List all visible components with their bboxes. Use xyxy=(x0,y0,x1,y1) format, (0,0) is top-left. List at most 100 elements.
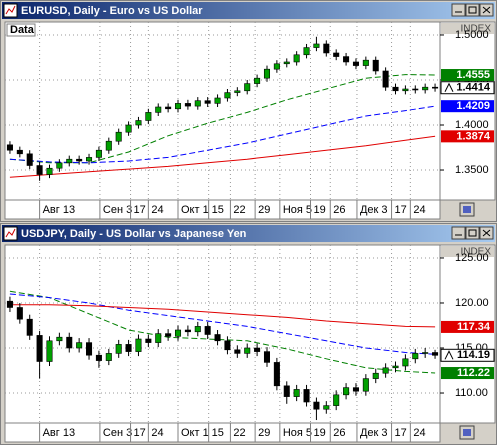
candle-body xyxy=(273,63,280,70)
axis-label: INDEX xyxy=(460,24,491,35)
window-button[interactable] xyxy=(451,226,466,240)
x-tick-label: 22 xyxy=(233,427,245,439)
axis-header xyxy=(441,23,494,34)
candle-body xyxy=(293,54,300,63)
window-button-icon xyxy=(468,6,477,14)
candle-body xyxy=(155,106,162,113)
moving-average-line xyxy=(9,293,436,355)
candle-body xyxy=(303,389,310,403)
candle-body xyxy=(352,387,359,392)
price-label-box xyxy=(441,130,494,143)
x-tick-label: Авг 13 xyxy=(43,204,75,216)
x-tick-label: 24 xyxy=(413,427,425,439)
candle-body xyxy=(214,334,221,342)
candle-body xyxy=(372,59,379,72)
corner-button-icon xyxy=(463,429,471,436)
candle-body xyxy=(125,124,132,133)
last-price-label: 114.19 xyxy=(457,349,490,361)
candle-body xyxy=(254,77,261,84)
candle-body xyxy=(333,52,340,57)
candle-body xyxy=(293,389,300,397)
candle-body xyxy=(86,157,93,162)
candle-body xyxy=(6,144,13,151)
candle-body xyxy=(135,338,142,352)
x-tick-label: Сен 3 xyxy=(103,427,132,439)
candle-body xyxy=(115,344,122,354)
x-tick-label: 17 xyxy=(134,204,146,216)
candle-body xyxy=(263,351,271,363)
x-tick-label: Окт 1 xyxy=(181,204,209,216)
x-tick-label: 24 xyxy=(151,427,163,439)
corner-button-icon xyxy=(463,206,471,213)
candle-body xyxy=(26,318,33,336)
candle-body xyxy=(273,362,280,387)
candle-body xyxy=(36,335,43,362)
candle-body xyxy=(214,97,221,104)
x-tick-label: Дек 3 xyxy=(360,204,388,216)
candle-body xyxy=(422,352,429,354)
x-tick-label: Авг 13 xyxy=(43,427,75,439)
window-button[interactable] xyxy=(451,3,466,17)
candle-body xyxy=(352,61,359,66)
last-price-icon xyxy=(444,350,454,360)
window-button[interactable] xyxy=(465,3,480,17)
candle-body xyxy=(323,405,330,410)
candle-body xyxy=(76,158,83,162)
moving-average-line xyxy=(9,105,436,164)
y-tick-label: 1.4000 xyxy=(455,119,489,131)
x-tick-label: 24 xyxy=(413,204,425,216)
window-button-icon xyxy=(468,229,477,237)
candle-body xyxy=(283,61,290,65)
data-tag-label: Data xyxy=(10,24,35,36)
candle-body xyxy=(382,70,389,88)
x-tick-label: 26 xyxy=(333,204,345,216)
candle-body xyxy=(422,86,429,91)
candle-body xyxy=(105,353,112,361)
x-tick-label: 29 xyxy=(258,204,270,216)
window-button[interactable] xyxy=(465,226,480,240)
candle-body xyxy=(6,300,13,308)
candle-body xyxy=(194,326,201,333)
candle-body xyxy=(184,103,191,107)
last-price-box xyxy=(440,348,495,362)
candle-body xyxy=(283,385,290,397)
candle-body xyxy=(234,349,241,354)
candle-body xyxy=(56,336,63,342)
candle-body xyxy=(343,387,350,396)
candle-body xyxy=(16,307,23,320)
candle-body xyxy=(244,347,251,354)
candle-body xyxy=(323,43,330,54)
candle-body xyxy=(362,59,369,66)
candle-body xyxy=(66,158,73,164)
candle-body xyxy=(46,167,53,175)
candle-body xyxy=(95,354,102,361)
x-tick-label: 19 xyxy=(313,204,325,216)
price-axis xyxy=(439,244,496,424)
candle-body xyxy=(135,120,142,126)
candle-body xyxy=(86,342,93,356)
candle-body xyxy=(362,378,369,392)
candle-body xyxy=(412,353,419,360)
candle-body xyxy=(303,47,310,56)
price-label: 1.4555 xyxy=(456,69,490,81)
y-tick-label: 125.00 xyxy=(455,252,489,264)
candle-body xyxy=(56,162,63,169)
x-tick-label: 17 xyxy=(395,427,407,439)
candle-body xyxy=(234,90,241,93)
y-tick-label: 110.00 xyxy=(455,387,488,399)
chart-title: EURUSD, Daily - Euro vs US Dollar xyxy=(21,5,203,17)
time-axis xyxy=(4,422,441,443)
candle-body xyxy=(204,326,211,335)
candle-body xyxy=(16,149,23,155)
candle-body xyxy=(105,140,112,151)
x-tick-label: Ноя 5 xyxy=(283,427,312,439)
candle-body xyxy=(66,336,73,349)
candle-body xyxy=(36,165,43,175)
price-label: 112.22 xyxy=(457,367,490,379)
x-tick-label: Дек 3 xyxy=(360,427,388,439)
x-tick-label: 15 xyxy=(212,204,224,216)
data-tag xyxy=(6,23,36,37)
title-bar xyxy=(2,2,495,19)
candle-body xyxy=(46,340,53,362)
